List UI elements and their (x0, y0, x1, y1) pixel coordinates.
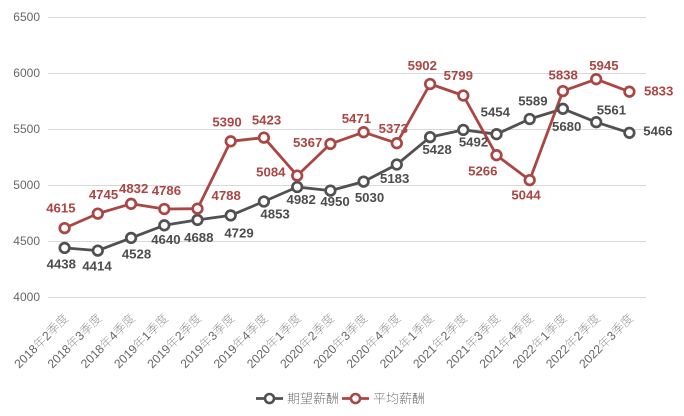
svg-text:5902: 5902 (408, 58, 437, 73)
svg-text:4438: 4438 (47, 256, 76, 271)
svg-text:4786: 4786 (152, 183, 181, 198)
svg-text:6000: 6000 (13, 66, 40, 80)
svg-text:5945: 5945 (589, 58, 618, 73)
svg-text:5084: 5084 (256, 165, 286, 180)
svg-text:5471: 5471 (342, 111, 371, 126)
svg-text:5500: 5500 (13, 122, 40, 136)
svg-text:5561: 5561 (597, 103, 626, 118)
svg-text:4982: 4982 (287, 192, 316, 207)
svg-text:4788: 4788 (212, 188, 241, 203)
svg-text:5423: 5423 (252, 113, 281, 128)
svg-text:5183: 5183 (380, 171, 409, 186)
svg-text:4414: 4414 (82, 259, 112, 274)
svg-text:6500: 6500 (13, 10, 40, 24)
svg-text:4528: 4528 (122, 247, 151, 262)
svg-text:5680: 5680 (552, 119, 581, 134)
svg-text:4000: 4000 (13, 290, 40, 304)
svg-text:5266: 5266 (468, 164, 497, 179)
svg-text:5000: 5000 (13, 178, 40, 192)
svg-text:4832: 4832 (119, 181, 148, 196)
svg-text:4853: 4853 (260, 207, 289, 222)
svg-text:5428: 5428 (422, 142, 451, 157)
svg-text:5390: 5390 (212, 115, 241, 130)
svg-text:4615: 4615 (46, 200, 75, 215)
svg-text:5838: 5838 (549, 68, 578, 83)
svg-text:5044: 5044 (511, 188, 541, 203)
svg-text:5466: 5466 (643, 123, 672, 138)
svg-text:5454: 5454 (481, 105, 511, 120)
svg-text:5492: 5492 (459, 134, 488, 149)
svg-text:4500: 4500 (13, 234, 40, 248)
svg-text:5367: 5367 (293, 135, 322, 150)
svg-text:4729: 4729 (224, 226, 253, 241)
svg-text:4640: 4640 (151, 232, 180, 247)
svg-text:5589: 5589 (518, 94, 547, 109)
svg-text:5833: 5833 (644, 83, 673, 98)
svg-text:5030: 5030 (355, 190, 384, 205)
svg-text:5373: 5373 (379, 121, 408, 136)
svg-text:4745: 4745 (89, 187, 118, 202)
svg-text:4688: 4688 (184, 230, 213, 245)
svg-text:5799: 5799 (444, 68, 473, 83)
svg-text:4950: 4950 (320, 194, 349, 209)
